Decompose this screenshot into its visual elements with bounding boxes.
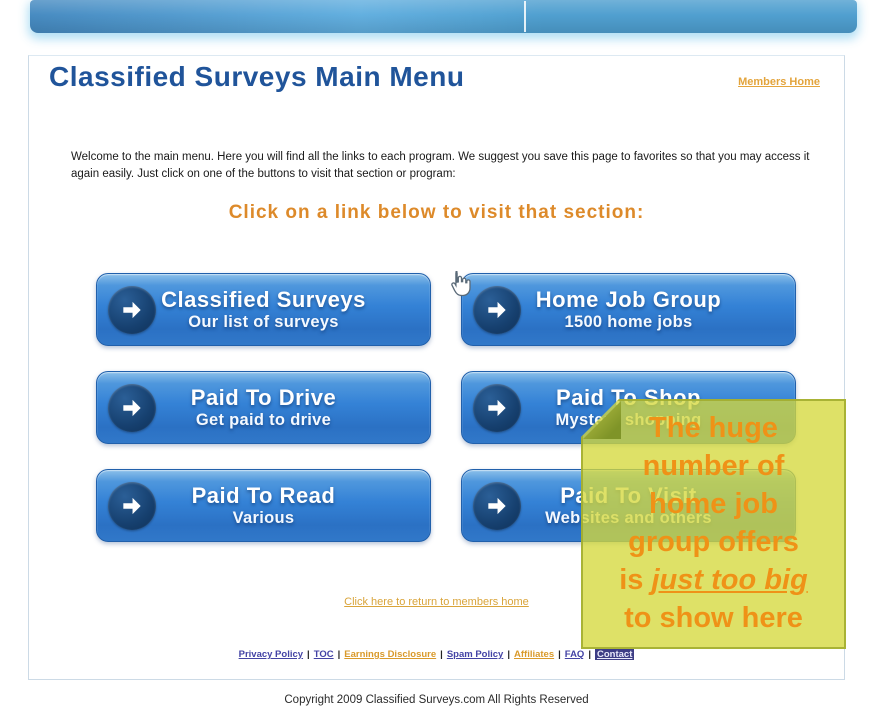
- button-subtitle: Get paid to drive: [195, 410, 332, 429]
- footer-link-earnings-disclosure[interactable]: Earnings Disclosure: [344, 649, 437, 660]
- note-line: is: [619, 564, 652, 596]
- note-line: The huge: [649, 412, 778, 444]
- separator: |: [307, 649, 310, 660]
- separator: |: [588, 649, 591, 660]
- button-title: Home Job Group: [535, 287, 722, 313]
- note-line: group offers: [628, 526, 799, 558]
- arrow-icon: [473, 384, 521, 432]
- separator: |: [558, 649, 561, 660]
- button-title: Paid To Drive: [190, 385, 337, 411]
- note-line: home job: [649, 488, 778, 520]
- button-subtitle: Various: [232, 508, 295, 527]
- arrow-icon: [108, 286, 156, 334]
- footer-link-privacy-policy[interactable]: Privacy Policy: [238, 649, 304, 660]
- note-line: number of: [642, 450, 785, 482]
- main-content-card: Classified Surveys Main Menu Members Hom…: [28, 55, 846, 680]
- members-home-link[interactable]: Members Home: [738, 76, 820, 88]
- button-subtitle: 1500 home jobs: [564, 312, 693, 331]
- sticky-note-text: The huge number of home job group offers…: [583, 409, 844, 637]
- note-emphasis: just too big: [651, 564, 808, 596]
- section-heading: Click on a link below to visit that sect…: [228, 202, 645, 223]
- top-navigation-bar: [30, 0, 857, 33]
- arrow-icon: [108, 482, 156, 530]
- return-link-row: Click here to return to members home: [29, 596, 844, 608]
- topbar-divider: [524, 1, 526, 32]
- footer-link-toc[interactable]: TOC: [313, 649, 334, 660]
- button-title: Paid To Read: [191, 483, 336, 509]
- note-line: to show here: [624, 602, 803, 634]
- sticky-note-callout: The huge number of home job group offers…: [581, 399, 846, 649]
- footer-links: Privacy Policy | TOC | Earnings Disclosure | S…: [29, 649, 844, 660]
- button-home-job-group[interactable]: Home Job Group 1500 home jobs: [461, 273, 796, 346]
- separator: |: [440, 649, 443, 660]
- welcome-text: Welcome to the main menu. Here you will …: [71, 151, 810, 180]
- arrow-icon: [473, 482, 521, 530]
- button-subtitle: Our list of surveys: [188, 312, 339, 331]
- footer-link-faq[interactable]: FAQ: [564, 649, 585, 660]
- copyright-text: Copyright 2009 Classified Surveys.com Al…: [284, 694, 589, 706]
- footer-link-spam-policy[interactable]: Spam Policy: [446, 649, 504, 660]
- separator: |: [507, 649, 510, 660]
- return-to-members-home-link[interactable]: Click here to return to members home: [344, 596, 529, 608]
- arrow-icon: [473, 286, 521, 334]
- button-paid-to-drive[interactable]: Paid To Drive Get paid to drive: [96, 371, 431, 444]
- footer-link-affiliates[interactable]: Affiliates: [514, 649, 555, 660]
- page-title: Classified Surveys Main Menu: [49, 61, 465, 92]
- arrow-icon: [108, 384, 156, 432]
- separator: |: [337, 649, 341, 660]
- button-title: Classified Surveys: [161, 287, 366, 313]
- button-paid-to-read[interactable]: Paid To Read Various: [96, 469, 431, 542]
- footer-link-contact[interactable]: Contact: [595, 649, 635, 660]
- button-classified-surveys[interactable]: Classified Surveys Our list of surveys: [96, 273, 431, 346]
